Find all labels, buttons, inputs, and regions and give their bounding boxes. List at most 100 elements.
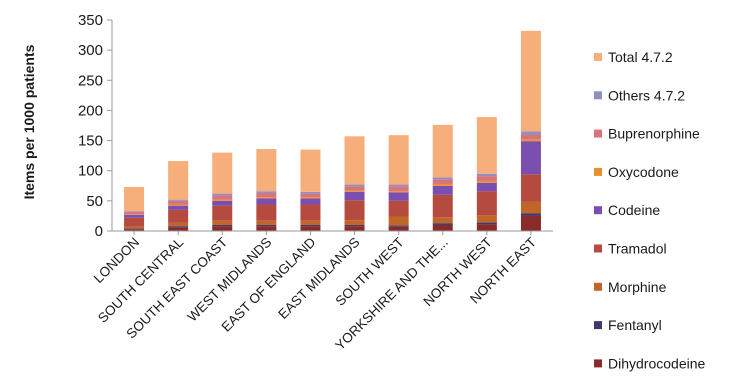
bar-segment <box>521 141 541 174</box>
bar-segment <box>300 204 320 220</box>
bar-stack <box>256 149 276 231</box>
bar-segment <box>256 226 276 231</box>
legend-swatch <box>594 245 602 253</box>
x-tick-label: WEST MIDLANDS <box>184 235 274 325</box>
bar-segment <box>300 194 320 198</box>
bar-stack <box>389 135 409 231</box>
bar-segment <box>212 201 232 206</box>
legend-label: Codeine <box>608 202 660 218</box>
legend-swatch <box>594 321 602 329</box>
bar-stack <box>477 117 497 231</box>
y-axis-ticks: 0 50 100 150 200 250 300 350 <box>78 12 112 240</box>
bar-segment <box>256 221 276 225</box>
bar-segment <box>521 174 541 201</box>
x-tick-label: SOUTH CENTRAL <box>95 234 187 326</box>
bar-segment <box>124 229 144 230</box>
legend-item: Dihydrocodeine <box>594 355 705 371</box>
bar-segment <box>256 198 276 204</box>
legend-label: Others 4.7.2 <box>608 87 685 103</box>
legend-label: Tramadol <box>608 241 667 257</box>
legend-swatch <box>594 91 602 99</box>
bar-segment <box>168 227 188 231</box>
bar-segment <box>521 214 541 216</box>
y-tick-label: 200 <box>78 102 103 119</box>
bar-segment <box>256 193 276 197</box>
bar-segment <box>389 201 409 217</box>
bar-segment <box>168 223 188 227</box>
legend-item: Buprenorphine <box>594 126 700 142</box>
bar-segment <box>345 186 365 190</box>
legend-item: Morphine <box>594 279 667 295</box>
bar-stack <box>521 31 541 231</box>
legend-label: Total 4.7.2 <box>608 49 673 65</box>
bar-segment <box>256 225 276 226</box>
bar-segment <box>389 217 409 226</box>
bars <box>124 31 541 235</box>
y-tick-label: 250 <box>78 72 103 89</box>
bar-segment <box>477 223 497 225</box>
bar-segment <box>124 211 144 212</box>
bar-segment <box>300 221 320 225</box>
bar-segment <box>168 161 188 200</box>
legend-swatch <box>594 53 602 61</box>
bar-segment <box>212 200 232 201</box>
bar-segment <box>168 201 188 205</box>
bar-segment <box>300 150 320 192</box>
legend-label: Oxycodone <box>608 164 679 180</box>
bar-segment <box>212 194 232 196</box>
bar-segment <box>389 135 409 184</box>
bar-segment <box>345 200 365 220</box>
bar-segment <box>300 198 320 204</box>
bar-segment <box>212 206 232 221</box>
bar-segment <box>477 224 497 231</box>
legend-item: Total 4.7.2 <box>594 49 673 65</box>
bar-segment <box>433 177 453 179</box>
bar-segment <box>256 204 276 220</box>
x-tick-label: EAST MIDLANDS <box>275 235 362 322</box>
bar-segment <box>124 212 144 214</box>
bar-stack <box>433 125 453 231</box>
legend-item: Tramadol <box>594 241 667 257</box>
bar-segment <box>124 227 144 229</box>
bar-segment <box>300 192 320 194</box>
legend-item: Oxycodone <box>594 164 679 180</box>
bar-segment <box>433 225 453 231</box>
bar-segment <box>345 191 365 192</box>
bar-segment <box>124 187 144 211</box>
bar-segment <box>212 195 232 199</box>
bar-segment <box>300 226 320 231</box>
bar-segment <box>256 197 276 198</box>
bar-segment <box>300 197 320 198</box>
bar-segment <box>168 206 188 210</box>
bar-segment <box>521 135 541 140</box>
bar-segment <box>168 210 188 223</box>
bar-segment <box>345 136 365 184</box>
bar-segment <box>433 195 453 217</box>
bar-segment <box>477 215 497 222</box>
bar-segment <box>168 226 188 227</box>
bar-segment <box>477 176 497 181</box>
y-tick-label: 150 <box>78 133 103 150</box>
y-tick-label: 50 <box>86 193 103 210</box>
bar-segment <box>168 200 188 201</box>
legend-label: Dihydrocodeine <box>608 355 705 371</box>
bar-stack <box>212 153 232 231</box>
legend-swatch <box>594 130 602 138</box>
bar-segment <box>389 192 409 200</box>
bar-segment <box>477 183 497 191</box>
bar-segment <box>477 174 497 176</box>
y-tick-label: 300 <box>78 42 103 59</box>
bar-segment <box>389 185 409 187</box>
bar-segment <box>345 220 365 225</box>
bar-segment <box>477 191 497 215</box>
bar-segment <box>389 226 409 227</box>
bar-segment <box>389 191 409 192</box>
bar-segment <box>433 186 453 195</box>
y-axis-title: Items per 1000 patients <box>21 44 37 199</box>
y-tick-label: 100 <box>78 163 103 180</box>
y-tick-label: 0 <box>95 223 103 240</box>
bar-segment <box>477 117 497 174</box>
bar-segment <box>212 225 232 226</box>
bar-stack <box>168 161 188 231</box>
